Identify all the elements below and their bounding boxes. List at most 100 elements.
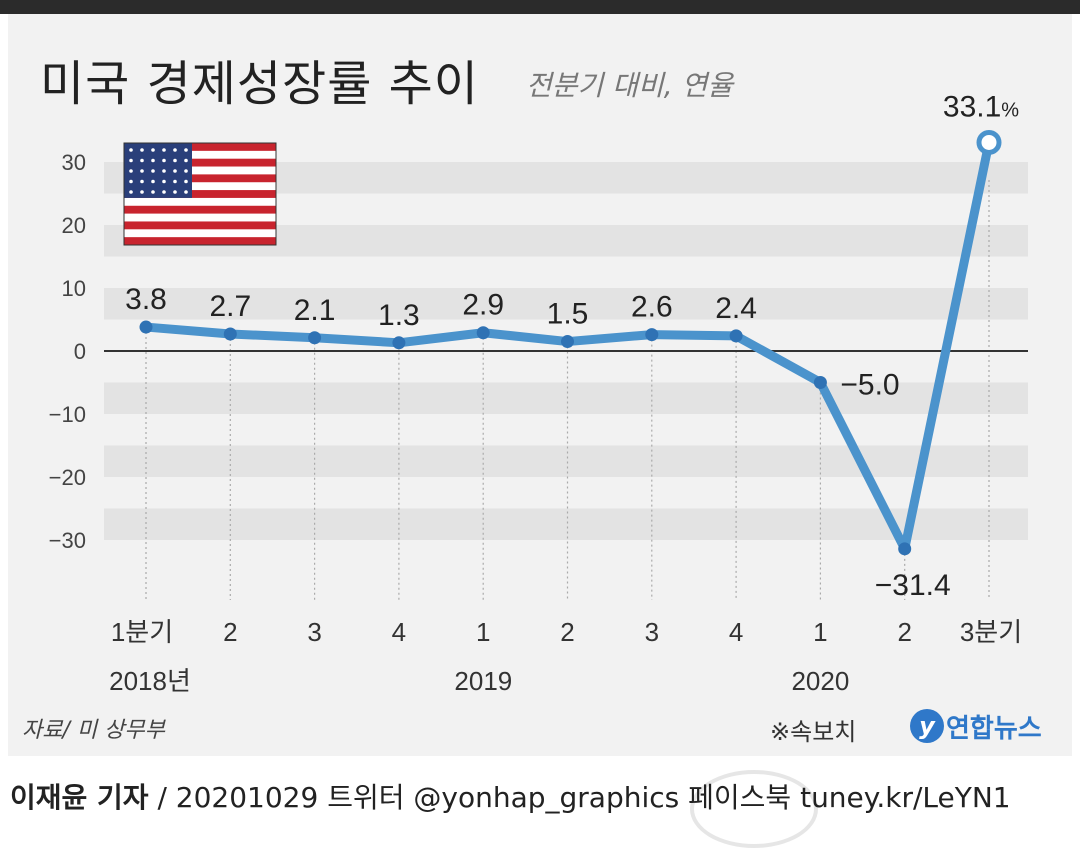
us-flag-icon (123, 142, 277, 246)
yonhap-logo-text: 연합뉴스 (946, 713, 1042, 744)
data-label: 2.6 (631, 291, 673, 324)
data-point (308, 331, 322, 345)
flag-stripe (124, 166, 276, 175)
x-tick-label: 4 (729, 617, 743, 647)
data-label: 2.1 (294, 294, 336, 327)
data-label: 1.3 (378, 299, 420, 332)
y-tick-label: −20 (49, 465, 86, 490)
flag-canton (124, 143, 192, 198)
flag-star (129, 179, 133, 184)
chart-title: 미국 경제성장률 추이 (40, 56, 479, 112)
data-point (476, 326, 490, 340)
y-tick-label: −10 (49, 402, 86, 427)
x-tick-label: 1분기 (111, 617, 173, 647)
flag-star (140, 169, 144, 173)
flag-star (129, 158, 133, 163)
data-label: 2.9 (462, 289, 504, 322)
flag-stripe (124, 237, 276, 246)
y-tick-label: 20 (62, 213, 86, 238)
flag-star (162, 179, 166, 184)
x-tick-label: 2 (560, 617, 574, 647)
flag-stripe (124, 190, 276, 199)
data-point-highlight (976, 129, 1002, 155)
flag-star (151, 169, 155, 173)
flag-star (184, 158, 188, 163)
data-label: 2.4 (715, 292, 757, 325)
year-label: 2019 (454, 666, 512, 696)
flag-stripe (124, 182, 276, 191)
flag-stripe (124, 174, 276, 183)
flag-star (162, 148, 166, 152)
flag-star (184, 148, 188, 152)
x-tick-label: 3 (645, 617, 659, 647)
watermark-icon (690, 770, 818, 848)
flag-star (173, 169, 177, 173)
y-tick-label: 30 (62, 150, 86, 175)
flag-star (129, 190, 133, 194)
grid-band (104, 508, 1028, 540)
data-point (223, 327, 237, 341)
data-label: 3.8 (125, 283, 167, 316)
flag-stripe (124, 158, 276, 167)
year-label: 2018년 (109, 666, 191, 696)
grid-band (104, 445, 1028, 477)
flag-star (151, 148, 155, 152)
flag-star (151, 158, 155, 163)
grid-band (104, 288, 1028, 320)
data-point (392, 336, 406, 350)
data-point (139, 320, 153, 334)
data-point (813, 376, 827, 389)
data-label: 33.1% (943, 90, 1019, 123)
flag-star (184, 169, 188, 173)
y-tick-label: −30 (49, 528, 86, 553)
grid-band (104, 382, 1028, 414)
flag-star (184, 190, 188, 194)
footer-credit: 이재윤 기자 / 20201029 트위터 @yonhap_graphics 페… (10, 776, 1011, 816)
data-label: 2.7 (209, 290, 251, 323)
x-tick-label: 2 (897, 617, 911, 647)
flag-star (173, 148, 177, 152)
flag-star (129, 148, 133, 152)
yonhap-logo-icon: y (910, 709, 944, 743)
yonhap-logo: y 연합뉴스 (910, 708, 1042, 744)
flag-star (151, 190, 155, 194)
flag-stripe (124, 150, 276, 159)
preliminary-note: ※속보치 (770, 718, 857, 746)
data-point (729, 329, 743, 343)
x-tick-label: 4 (392, 617, 406, 647)
y-tick-label: 10 (62, 276, 86, 301)
data-label: 1.5 (547, 298, 589, 331)
flag-stripe (124, 221, 276, 230)
flag-star (140, 179, 144, 184)
flag-stripe (124, 143, 276, 152)
x-tick-label: 2 (223, 617, 237, 647)
flag-star (162, 158, 166, 163)
x-tick-label: 1 (813, 617, 827, 647)
y-tick-label: 0 (74, 339, 86, 364)
flag-star (140, 158, 144, 163)
top-bar (0, 0, 1080, 14)
data-label: −31.4 (875, 569, 951, 602)
x-tick-label: 1 (476, 617, 490, 647)
flag-star (162, 190, 166, 194)
data-label-unit: % (1001, 99, 1019, 121)
source-note: 자료/ 미 상무부 (22, 718, 165, 743)
reporter-name: 이재윤 기자 (10, 781, 149, 814)
data-point (645, 328, 659, 342)
footer-details: / 20201029 트위터 @yonhap_graphics 페이스북 tun… (148, 781, 1011, 814)
data-point (898, 542, 912, 556)
flag-star (184, 179, 188, 184)
flag-star (173, 179, 177, 184)
flag-stripe (124, 197, 276, 207)
flag-star (129, 169, 133, 173)
chart-subtitle: 전분기 대비, 연율 (526, 69, 734, 102)
flag-stripe (124, 205, 276, 214)
x-tick-label: 3 (307, 617, 321, 647)
flag-star (140, 148, 144, 152)
flag-star (162, 169, 166, 173)
flag-star (173, 158, 177, 163)
flag-star (151, 179, 155, 184)
flag-stripe (124, 213, 276, 222)
x-tick-label: 3분기 (960, 617, 1022, 647)
